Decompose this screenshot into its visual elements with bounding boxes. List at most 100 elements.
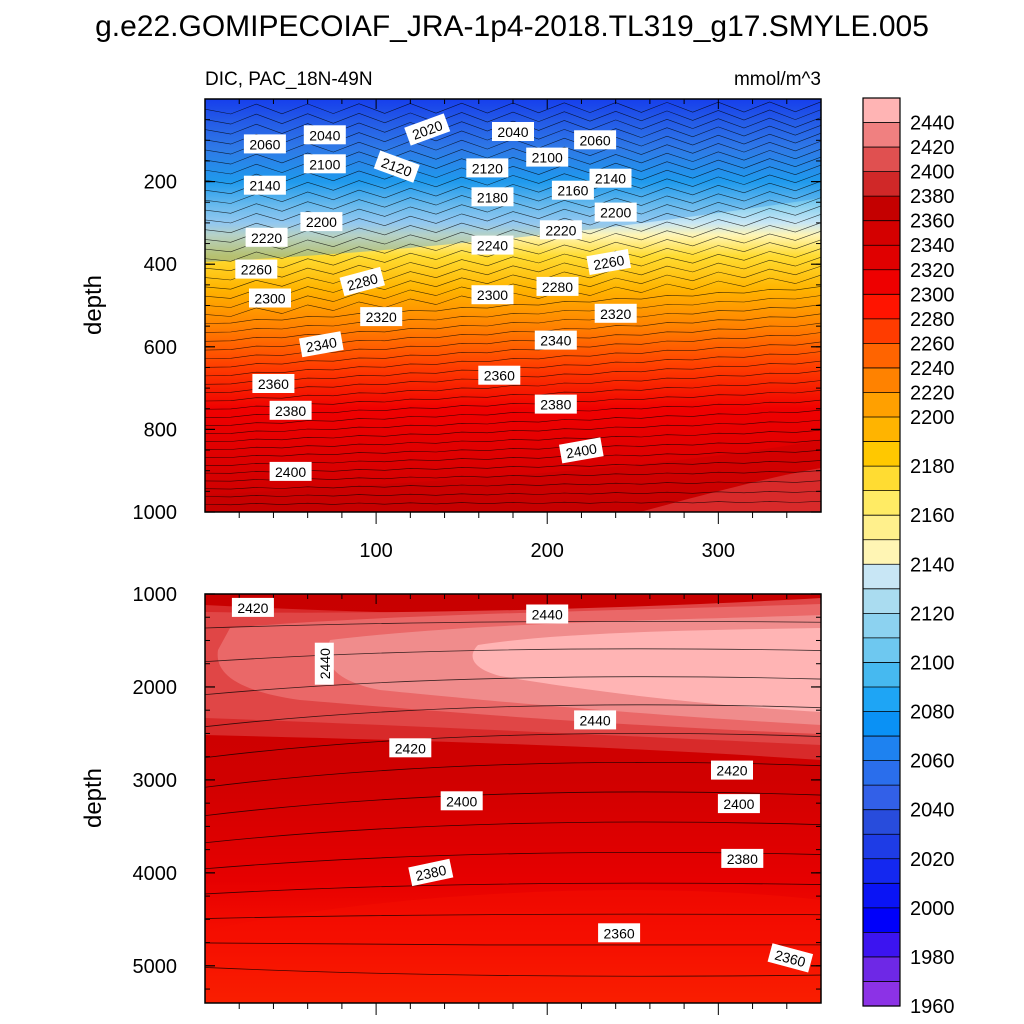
colorbar-swatch bbox=[863, 834, 900, 860]
contour-label-text: 2440 bbox=[532, 607, 563, 623]
colorbar-swatch bbox=[863, 588, 900, 614]
contour-label-text: 2400 bbox=[723, 796, 754, 812]
contour-label-box bbox=[466, 158, 509, 178]
contour-label: 2100 bbox=[526, 147, 569, 167]
contour-label-text: 2400 bbox=[565, 440, 599, 461]
colorbar-swatch bbox=[863, 294, 900, 320]
contour-line bbox=[205, 409, 821, 434]
colorbar-swatch bbox=[863, 196, 900, 222]
x-tick-label: 100 bbox=[359, 540, 392, 562]
contour-label-text: 2300 bbox=[254, 291, 285, 307]
colorbar-swatch bbox=[863, 711, 900, 737]
contour-label-box bbox=[492, 122, 534, 141]
contour-line bbox=[205, 164, 821, 195]
contour-label-box bbox=[471, 187, 514, 207]
contour-label: 2380 bbox=[269, 400, 312, 420]
contour-line bbox=[205, 821, 821, 844]
lower-contour-labels: 2420 2440 2440 2440 2420 2420 2400 2400 2380 2380… bbox=[231, 597, 814, 973]
colorbar-tick-label: 1980 bbox=[910, 947, 955, 969]
contour-label-text: 2040 bbox=[497, 124, 528, 140]
contour-line bbox=[205, 439, 821, 458]
contour-label: 2140 bbox=[243, 175, 286, 195]
colorbar-tick-label: 2380 bbox=[910, 186, 955, 208]
contour-label: 2420 bbox=[389, 738, 432, 758]
contour-label: 2060 bbox=[574, 130, 617, 150]
colorbar-swatch bbox=[863, 736, 900, 762]
contour-label-text: 2060 bbox=[580, 132, 611, 148]
contour-line bbox=[205, 332, 821, 368]
colorbar-tick-label: 2200 bbox=[910, 407, 955, 429]
contour-label-box bbox=[303, 125, 346, 145]
colorbar-swatch bbox=[863, 686, 900, 713]
contour-label-text: 2420 bbox=[395, 740, 426, 756]
contour-label: 2380 bbox=[408, 858, 454, 887]
lower-bottom-shade bbox=[205, 890, 821, 1003]
colorbar-tick-label: 1960 bbox=[910, 996, 955, 1018]
contour-line bbox=[205, 648, 821, 663]
contour-label-box bbox=[373, 150, 420, 183]
contour-label-text: 2240 bbox=[477, 238, 508, 254]
contour-line bbox=[205, 500, 821, 506]
colorbar-tick-label: 2160 bbox=[910, 505, 955, 527]
colorbar-tick-label: 2080 bbox=[910, 702, 955, 724]
contour-line bbox=[205, 109, 821, 125]
colorbar-swatch bbox=[863, 564, 900, 590]
contour-line bbox=[205, 480, 821, 490]
colorbar-swatch bbox=[863, 220, 900, 246]
contour-label-text: 2380 bbox=[540, 397, 571, 413]
contour-label: 2440 bbox=[574, 710, 617, 730]
contour-label: 2040 bbox=[303, 125, 346, 145]
lower-ticks: 1000 2000 3000 4000 5000 bbox=[133, 584, 821, 1015]
x-tick-label: 200 bbox=[531, 540, 564, 562]
y-tick-label: 600 bbox=[144, 337, 177, 359]
contour-line bbox=[205, 117, 821, 135]
contour-label-text: 2140 bbox=[249, 178, 280, 194]
contour-label-box bbox=[558, 437, 604, 464]
contour-label-box bbox=[245, 227, 288, 247]
units-label: mmol/m^3 bbox=[734, 69, 821, 90]
contour-label-box bbox=[231, 597, 274, 617]
contour-label-text: 2300 bbox=[477, 287, 508, 303]
contour-label-box bbox=[598, 923, 641, 943]
contour-label-box bbox=[269, 400, 312, 420]
contour-label-text: 2360 bbox=[258, 376, 289, 392]
colorbar-tick-label: 2280 bbox=[910, 309, 955, 331]
contour-line bbox=[205, 419, 821, 442]
contour-label: 2360 bbox=[252, 374, 295, 393]
colorbar-tick-label: 2400 bbox=[910, 162, 955, 184]
contour-label-box bbox=[360, 307, 403, 327]
contour-label-box bbox=[252, 374, 295, 393]
colorbar-tick-label: 2440 bbox=[910, 113, 955, 135]
contour-line bbox=[205, 882, 821, 895]
contour-label: 2260 bbox=[235, 259, 278, 279]
contour-label-box bbox=[711, 760, 753, 780]
contour-line bbox=[205, 286, 821, 324]
contour-label-box bbox=[534, 394, 577, 414]
colorbar-swatch bbox=[863, 392, 900, 418]
contour-label-box bbox=[478, 365, 521, 385]
figure-title: g.e22.GOMIPECOIAF_JRA-1p4-2018.TL319_g17… bbox=[95, 10, 929, 43]
contour-label: 2240 bbox=[471, 235, 514, 255]
colorbar-swatch bbox=[863, 539, 900, 565]
upper-ticks: 200 400 600 800 1000 100 200 300 bbox=[133, 98, 821, 562]
contour-label-text: 2440 bbox=[317, 648, 333, 679]
contour-label-text: 2200 bbox=[600, 205, 631, 221]
contour-label: 2420 bbox=[231, 597, 274, 617]
contour-line bbox=[205, 791, 821, 817]
contour-label: 2120 bbox=[466, 158, 509, 178]
contour-label: 2200 bbox=[594, 202, 637, 222]
contour-line bbox=[205, 172, 821, 204]
contour-label: 2400 bbox=[717, 794, 760, 814]
colorbar-swatch bbox=[863, 613, 900, 639]
contour-label: 2320 bbox=[594, 303, 637, 323]
contour-line bbox=[205, 370, 821, 402]
contour-label-text: 2280 bbox=[542, 279, 573, 295]
colorbar-tick-label: 2220 bbox=[910, 382, 955, 404]
contour-label-text: 2220 bbox=[545, 222, 576, 238]
contour-label-box bbox=[534, 330, 577, 350]
contour-label-box bbox=[767, 943, 814, 973]
contour-line bbox=[205, 304, 821, 342]
contour-label-box bbox=[551, 180, 594, 200]
contour-line bbox=[205, 490, 821, 498]
